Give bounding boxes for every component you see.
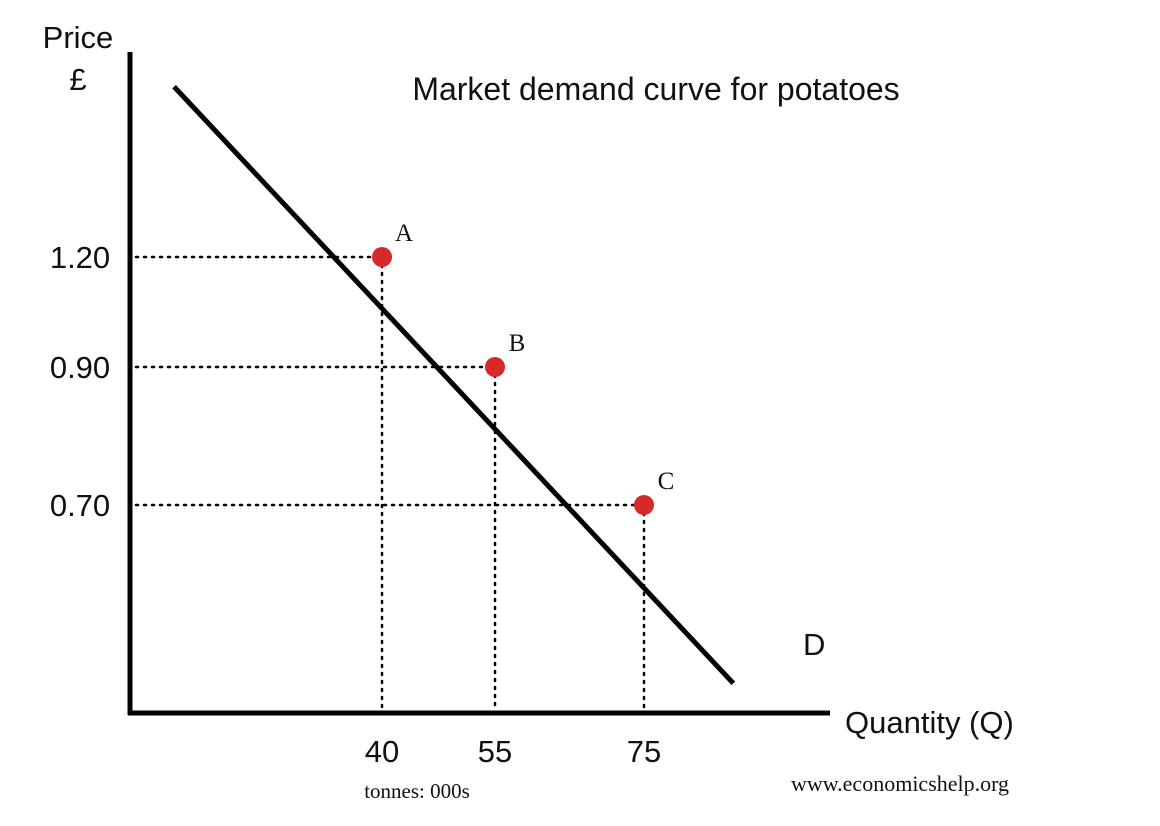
source-credit: www.economicshelp.org bbox=[791, 771, 1009, 796]
x-tick-label: 55 bbox=[478, 734, 512, 769]
point-c bbox=[634, 495, 654, 515]
point-label-c: C bbox=[658, 468, 675, 495]
curve-label: D bbox=[803, 627, 825, 662]
y-tick-label: 0.70 bbox=[50, 488, 110, 523]
point-a bbox=[372, 247, 392, 267]
tick-labels: 40 55 75 1.20 0.90 0.70 bbox=[50, 240, 661, 769]
y-axis-unit: £ bbox=[69, 62, 86, 97]
x-tick-label: 40 bbox=[365, 734, 399, 769]
point-b bbox=[485, 357, 505, 377]
x-tick-label: 75 bbox=[627, 734, 661, 769]
unit-note: tonnes: 000s bbox=[364, 779, 470, 803]
point-label-a: A bbox=[395, 220, 413, 247]
x-axis-label: Quantity (Q) bbox=[845, 705, 1014, 740]
demand-curve bbox=[172, 85, 736, 685]
chart-title: Market demand curve for potatoes bbox=[412, 71, 899, 107]
y-axis-label: Price bbox=[43, 20, 114, 55]
point-label-b: B bbox=[509, 330, 526, 357]
y-tick-label: 1.20 bbox=[50, 240, 110, 275]
y-tick-label: 0.90 bbox=[50, 350, 110, 385]
points: A B C bbox=[372, 220, 674, 515]
guide-lines bbox=[134, 255, 646, 710]
